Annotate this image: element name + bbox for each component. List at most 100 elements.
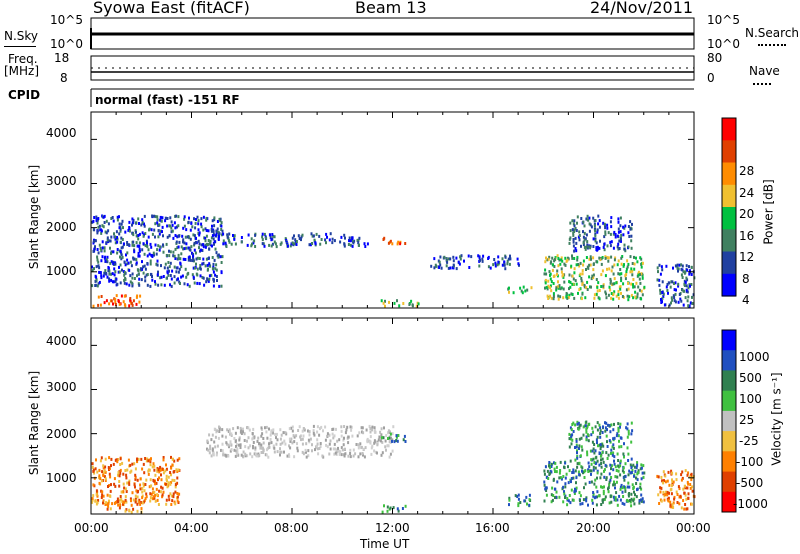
echo-cell [618,439,620,443]
echo-cell [291,236,294,240]
echo-cell [659,291,662,295]
echo-cell [169,471,172,474]
echo-cell [118,265,120,269]
echo-cell [604,463,607,467]
echo-cell [613,498,616,502]
echo-cell [617,272,620,276]
echo-cell [98,266,101,270]
echo-cell [116,215,119,219]
echo-cell [185,242,188,246]
echo-cell [351,244,354,248]
echo-cell [124,509,127,513]
echo-cell [508,503,510,507]
echo-cell [156,263,159,267]
echo-cell [619,422,622,426]
echo-cell [97,225,100,229]
echo-cell [172,492,175,496]
echo-cell [550,296,553,300]
echo-cell [373,430,376,434]
echo-cell [158,489,161,493]
echo-cell [109,239,112,243]
echo-cell [574,446,576,449]
echo-cell [606,428,608,432]
echo-cell [220,270,223,274]
echo-cell [630,457,633,461]
echo-cell [191,273,194,277]
echo-cell [154,499,157,503]
echo-cell [209,447,212,451]
echo-cell [619,436,622,440]
echo-cell [121,219,124,223]
echo-cell [234,431,237,435]
echo-cell [279,453,281,457]
echo-cell [606,256,609,260]
echo-cell [579,261,582,265]
echo-cell [371,444,374,448]
echo-cell [265,453,268,457]
echo-cell [240,432,243,435]
echo-cell [575,263,578,267]
echo-cell [611,453,614,457]
echo-cell [135,302,138,306]
echo-cell [614,235,617,239]
echo-cell [509,254,511,258]
echo-cell [572,238,575,241]
echo-cell [123,500,126,504]
echo-cell [261,235,264,239]
echo-cell [605,296,608,300]
echo-cell [139,483,142,487]
velocity-colorbar-swatch [722,370,736,392]
echo-cell [517,262,520,266]
echo-cell [592,273,595,277]
echo-cell [657,493,660,497]
echo-cell [586,280,589,284]
echo-cell [106,260,109,264]
echo-cell [258,443,261,447]
echo-cell [681,288,684,292]
echo-cell [632,285,635,289]
echo-cell [587,468,590,472]
echo-cell [182,238,185,242]
echo-cell [228,428,231,432]
echo-cell [251,437,254,441]
echo-cell [146,273,149,276]
echo-cell [362,447,365,451]
echo-cell [142,500,145,504]
echo-cell [382,436,385,440]
echo-cell [96,501,99,505]
echo-cell [590,469,593,473]
echo-cell [353,239,356,243]
echo-cell [592,263,595,266]
echo-cell [594,234,597,238]
echo-cell [640,265,643,269]
echo-cell [219,217,222,221]
echo-cell [108,302,111,306]
echo-cell [210,273,213,277]
echo-cell [107,240,110,244]
echo-cell [293,440,296,444]
echo-cell [604,226,607,230]
echo-cell [104,465,107,469]
echo-cell [96,284,99,288]
echo-cell [594,495,597,499]
echo-cell [94,245,96,249]
echo-cell [262,448,265,451]
echo-cell [613,462,616,466]
echo-cell [228,240,231,244]
echo-cell [182,257,185,261]
echo-cell [504,255,507,259]
echo-cell [279,437,282,441]
echo-cell [297,429,300,432]
echo-cell [676,266,679,270]
echo-cell [256,439,259,443]
echo-cell [380,453,383,457]
echo-cell [611,265,614,269]
echo-cell [376,451,378,455]
echo-cell [621,295,624,298]
echo-cell [349,455,352,459]
power-cbar-tick: 28 [739,164,755,178]
echo-cell [233,234,236,238]
echo-cell [141,496,144,500]
echo-cell [119,250,122,253]
echo-cell [219,255,222,259]
